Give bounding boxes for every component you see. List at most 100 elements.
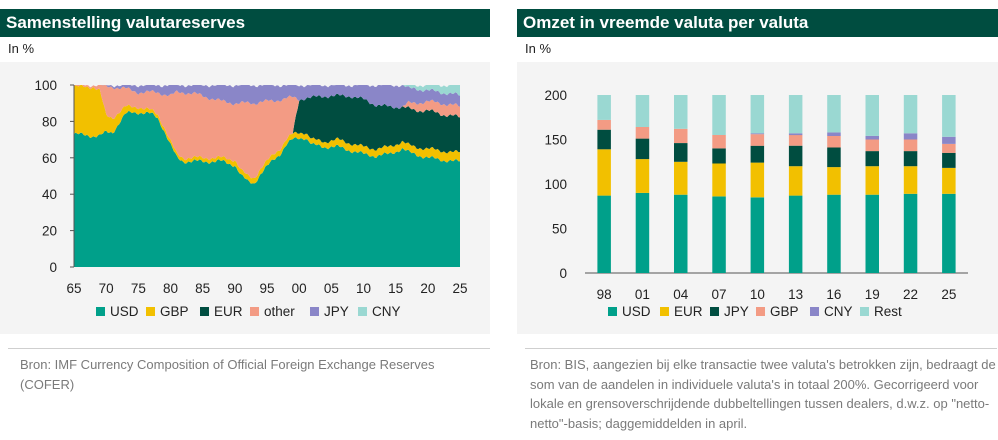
area-usd: [74, 110, 460, 268]
bar-gbp-98: [597, 119, 611, 130]
turnover-panel: Omzet in vreemde valuta per valuta In % …: [517, 0, 998, 440]
x-tick-label: 10: [356, 281, 371, 296]
bar-rest-04: [674, 95, 688, 129]
x-tick-label: 13: [788, 287, 803, 302]
x-tick-label: 25: [941, 287, 956, 302]
bar-eur-25: [942, 168, 956, 194]
x-tick-label: 70: [99, 281, 114, 296]
x-tick-label: 01: [635, 287, 650, 302]
turnover-divider: [525, 348, 997, 349]
legend-label-jpy: JPY: [324, 304, 349, 319]
y-tick-label: 150: [544, 133, 567, 148]
x-tick-label: 00: [292, 281, 307, 296]
legend-label-rest: Rest: [874, 304, 902, 319]
bar-usd-07: [712, 196, 726, 273]
turnover-title: Omzet in vreemde valuta per valuta: [517, 9, 998, 37]
bar-jpy-07: [712, 148, 726, 164]
bar-usd-13: [788, 195, 803, 273]
bar-jpy-01: [635, 138, 650, 160]
x-tick-label: 20: [420, 281, 435, 296]
bar-gbp-04: [674, 128, 688, 143]
reserves-title: Samenstelling valutareserves: [0, 9, 490, 37]
legend-label-usd: USD: [110, 304, 139, 319]
bar-usd-04: [674, 194, 688, 273]
bar-jpy-25: [942, 152, 956, 168]
legend-label-eur: EUR: [674, 304, 703, 319]
area-eur: [74, 85, 460, 179]
bar-usd-10: [750, 197, 765, 273]
area-gbp: [74, 85, 460, 184]
bar-gbp-10: [750, 134, 765, 146]
reserves-panel: Samenstelling valutareserves In % 0 20 40 6…: [0, 0, 490, 440]
legend-swatch-other: [250, 307, 259, 316]
y-tick-label: 100: [34, 78, 57, 93]
bar-cny-22: [903, 133, 918, 140]
bar-eur-16: [827, 167, 841, 195]
y-tick-label: 80: [42, 114, 57, 129]
bar-eur-01: [635, 159, 650, 193]
x-tick-label: 04: [673, 287, 689, 302]
bar-rest-10: [750, 95, 765, 134]
bar-rest-25: [942, 95, 956, 137]
reserves-area-chart: 0 20 40 60 80 100 65 70 75 80 85 90 95 00 05 10 15 20 25 US…: [34, 78, 467, 319]
x-tick-label: 90: [227, 281, 242, 296]
x-tick-label: 22: [903, 287, 918, 302]
bar-cny-16: [827, 132, 841, 136]
area-other: [74, 85, 460, 179]
bar-jpy-10: [750, 145, 765, 163]
reserves-source: Bron: IMF Currency Composition of Offici…: [20, 357, 435, 392]
legend-swatch-gbp: [756, 307, 765, 316]
turnover-unit-label: In %: [525, 41, 552, 56]
x-tick-label: 25: [452, 281, 467, 296]
area-jpy: [74, 85, 460, 109]
x-tick-label: 15: [388, 281, 403, 296]
bar-cny-10: [750, 133, 765, 135]
x-tick-label: 80: [163, 281, 178, 296]
legend-label-eur: EUR: [214, 304, 243, 319]
reserves-unit-label: In %: [8, 41, 35, 56]
bar-gbp-01: [635, 127, 650, 139]
legend-swatch-jpy: [710, 307, 719, 316]
bar-eur-98: [597, 149, 611, 196]
bar-jpy-04: [674, 143, 688, 162]
legend-swatch-eur: [660, 307, 669, 316]
legend-swatch-cny: [810, 307, 819, 316]
legend-label-other: other: [264, 304, 295, 319]
legend-swatch-jpy: [310, 307, 319, 316]
reserves-divider: [8, 348, 490, 349]
bar-gbp-07: [712, 135, 726, 149]
bar-jpy-13: [788, 145, 803, 167]
turnover-bar-chart: 0 50 100 150 200 98 01 04 07 10 13 16 19 22 25 USD EUR JP…: [544, 88, 968, 319]
bar-rest-19: [865, 95, 879, 136]
area-cny: [74, 85, 460, 96]
bar-rest-22: [903, 95, 918, 134]
x-tick-label: 98: [597, 287, 612, 302]
bar-jpy-98: [597, 129, 611, 150]
bar-usd-16: [827, 194, 841, 273]
y-tick-label: 20: [42, 224, 57, 239]
y-tick-label: 0: [559, 266, 567, 281]
bar-eur-04: [674, 161, 688, 195]
legend-label-gbp: GBP: [160, 304, 189, 319]
y-tick-label: 50: [552, 222, 567, 237]
bar-rest-16: [827, 95, 841, 133]
legend-label-jpy: JPY: [724, 304, 749, 319]
bar-rest-01: [635, 95, 650, 127]
bar-usd-01: [635, 192, 650, 273]
y-tick-label: 40: [42, 187, 57, 202]
bar-eur-07: [712, 163, 726, 197]
bar-cny-25: [942, 136, 956, 144]
bar-jpy-19: [865, 151, 879, 167]
turnover-source: Bron: BIS, aangezien bij elke transactie…: [530, 357, 996, 431]
bar-eur-13: [788, 166, 803, 196]
bar-usd-25: [942, 193, 956, 273]
bar-usd-19: [865, 194, 879, 273]
bar-rest-98: [597, 95, 611, 120]
legend-swatch-gbp: [146, 307, 155, 316]
x-tick-label: 85: [195, 281, 210, 296]
y-tick-label: 100: [544, 177, 567, 192]
x-tick-label: 19: [865, 287, 880, 302]
bar-gbp-25: [942, 144, 956, 153]
bar-gbp-16: [827, 135, 841, 148]
bar-jpy-16: [827, 147, 841, 168]
